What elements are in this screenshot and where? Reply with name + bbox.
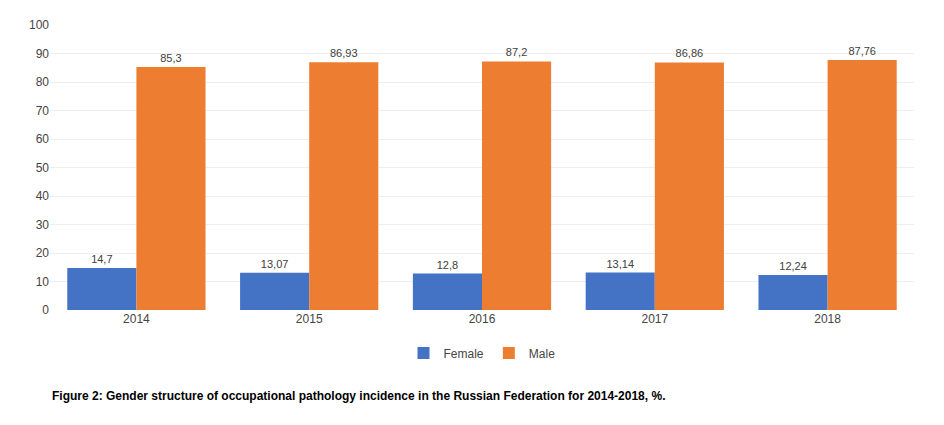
- svg-text:86,93: 86,93: [330, 47, 358, 59]
- svg-text:20: 20: [36, 246, 50, 260]
- svg-text:90: 90: [36, 47, 50, 61]
- svg-text:Female: Female: [444, 347, 484, 361]
- svg-text:30: 30: [36, 218, 50, 232]
- svg-text:12,24: 12,24: [779, 260, 807, 272]
- svg-text:2015: 2015: [296, 312, 323, 326]
- svg-text:2017: 2017: [641, 312, 668, 326]
- svg-text:87,2: 87,2: [506, 46, 527, 58]
- svg-text:80: 80: [36, 75, 50, 89]
- svg-text:0: 0: [42, 303, 49, 317]
- svg-text:86,86: 86,86: [676, 47, 704, 59]
- svg-text:2014: 2014: [123, 312, 150, 326]
- svg-text:13,14: 13,14: [606, 258, 634, 270]
- svg-text:50: 50: [36, 161, 50, 175]
- svg-text:2016: 2016: [469, 312, 496, 326]
- svg-text:100: 100: [29, 18, 49, 32]
- svg-text:85,3: 85,3: [160, 52, 181, 64]
- svg-text:12,8: 12,8: [437, 259, 458, 271]
- svg-text:14,7: 14,7: [91, 253, 112, 265]
- svg-text:40: 40: [36, 189, 50, 203]
- svg-text:Male: Male: [529, 347, 555, 361]
- svg-text:13,07: 13,07: [261, 258, 289, 270]
- svg-text:87,76: 87,76: [848, 45, 876, 57]
- svg-text:Figure 2: Gender structure of: Figure 2: Gender structure of occupation…: [52, 389, 665, 403]
- svg-text:60: 60: [36, 132, 50, 146]
- svg-text:2018: 2018: [814, 312, 841, 326]
- svg-text:70: 70: [36, 104, 50, 118]
- svg-text:10: 10: [36, 275, 50, 289]
